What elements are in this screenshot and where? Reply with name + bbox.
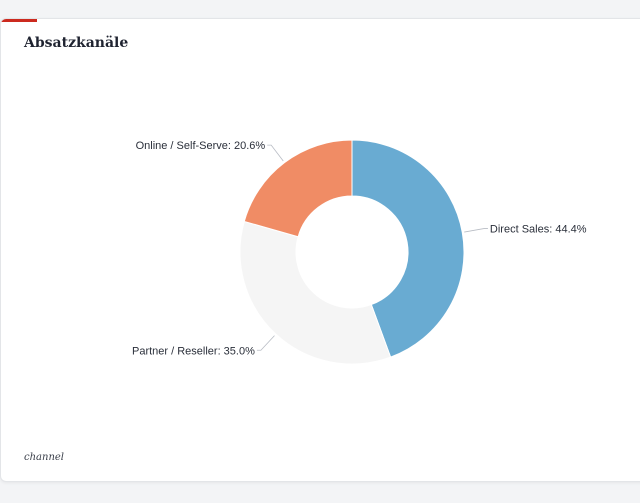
- slice-label: Online / Self-Serve: 20.6%: [136, 140, 266, 152]
- donut-slice-direct-sales[interactable]: [351, 139, 465, 358]
- donut-slice-online-self-serve[interactable]: [243, 139, 353, 238]
- donut-slices: [239, 139, 465, 365]
- card-caption: channel: [24, 452, 64, 463]
- slice-label: Partner / Reseller: 35.0%: [132, 345, 255, 357]
- slice-label: Direct Sales: 44.4%: [490, 224, 587, 236]
- donut-slice-partner-reseller[interactable]: [239, 220, 392, 365]
- leader-line: [464, 228, 488, 233]
- card-title: Absatzkanäle: [24, 35, 129, 51]
- leader-line: [267, 144, 284, 162]
- label-leader-lines: [256, 144, 488, 351]
- leader-line: [256, 335, 275, 351]
- chart-card: Absatzkanäle Direct Sales: 44.4% Partner …: [0, 18, 640, 482]
- card-accent-bar: [1, 19, 37, 22]
- slice-labels: Direct Sales: 44.4% Partner / Reseller: 3…: [132, 140, 587, 357]
- donut-chart: Direct Sales: 44.4% Partner / Reseller: 3…: [132, 139, 587, 365]
